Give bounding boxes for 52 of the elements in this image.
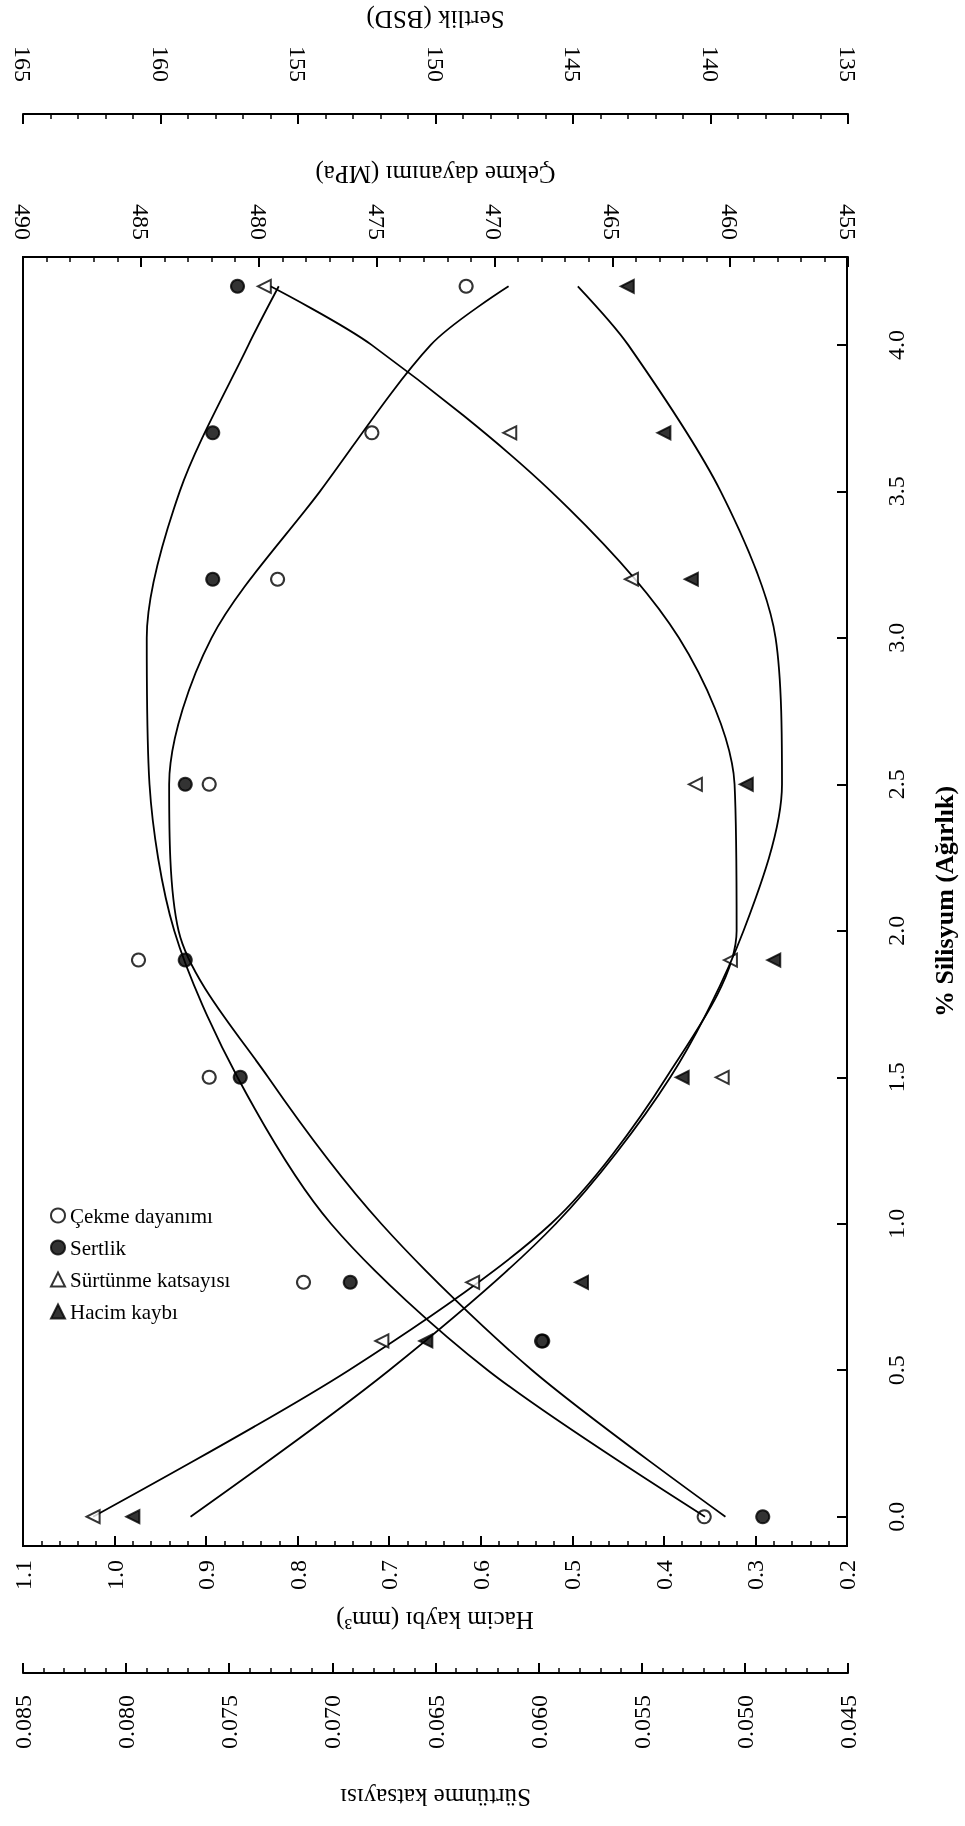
x-tick-label: 155 (285, 46, 311, 82)
y-tick-label: 0.5 (883, 1355, 909, 1386)
x-tick-label: 0.050 (731, 1695, 758, 1749)
x-tick-label: 150 (422, 46, 449, 82)
y-tick-label: 2.0 (883, 915, 909, 946)
x-tick-label: 0.075 (216, 1695, 243, 1749)
legend-label: Hacim kaybı (70, 1299, 179, 1324)
x-tick-label: 0.3 (742, 1560, 769, 1590)
x-tick-label: 140 (697, 46, 724, 82)
x-tick-label: 0.7 (376, 1560, 403, 1590)
x-tick-label: 490 (10, 204, 36, 240)
x-tick-label: 460 (717, 204, 744, 240)
x-tick-label: 0.065 (422, 1695, 449, 1749)
x-tick-label: 0.080 (113, 1695, 140, 1749)
x-tick-label: 160 (147, 46, 174, 82)
y-tick-label: 3.5 (883, 476, 909, 507)
y-tick-label: 1.5 (883, 1062, 909, 1093)
x-axis-title: Hacim kaybı (mm³) (336, 1606, 534, 1634)
x-axis-title: Çekme dayanımı (MPa) (315, 160, 556, 188)
legend-label: Sertlik (70, 1235, 127, 1260)
x-tick-label: 0.2 (834, 1560, 860, 1590)
x-tick-label: 480 (245, 204, 272, 240)
x-tick-label: 485 (127, 204, 154, 240)
x-tick-label: 465 (599, 204, 626, 240)
x-tick-label: 0.085 (10, 1695, 36, 1749)
x-axis-title: Sürtünme katsayısı (339, 1784, 531, 1811)
x-tick-label: 1.1 (10, 1560, 36, 1590)
y-tick-label: 3.0 (883, 622, 909, 653)
y-tick-label: 2.5 (883, 769, 909, 800)
legend-label: Sürtünme katsayısı (70, 1267, 231, 1292)
x-tick-label: 0.9 (193, 1560, 220, 1590)
x-tick-label: 0.5 (559, 1560, 586, 1590)
x-tick-label: 0.055 (628, 1695, 655, 1749)
y-tick-label: 0.0 (883, 1501, 909, 1532)
x-tick-label: 0.060 (525, 1695, 552, 1749)
x-tick-label: 0.6 (467, 1560, 494, 1590)
y-tick-label: 4.0 (883, 329, 909, 360)
x-tick-label: 1.0 (101, 1560, 128, 1590)
x-tick-label: 0.8 (284, 1560, 311, 1590)
x-axis-title: Sertlik (BSD) (366, 5, 505, 33)
x-tick-label: 0.070 (319, 1695, 346, 1749)
x-tick-label: 455 (835, 204, 861, 240)
x-tick-label: 165 (10, 46, 36, 82)
x-tick-label: 475 (363, 204, 390, 240)
x-tick-label: 0.4 (650, 1560, 677, 1590)
x-tick-label: 470 (481, 204, 508, 240)
x-tick-label: 135 (835, 46, 861, 82)
x-tick-label: 145 (560, 46, 586, 82)
x-tick-label: 0.045 (835, 1695, 861, 1749)
y-axis-title: % Silisyum (Ağırlık) (929, 785, 959, 1018)
legend-label: Çekme dayanımı (70, 1203, 214, 1228)
y-tick-label: 1.0 (883, 1208, 909, 1239)
